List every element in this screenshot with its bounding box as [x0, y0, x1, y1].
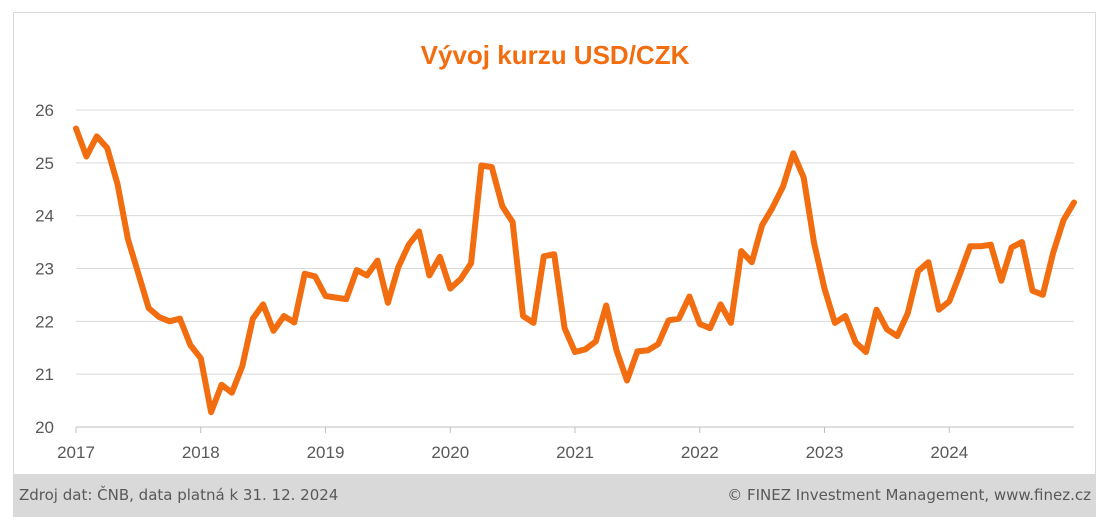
chart-title: Vývoj kurzu USD/CZK: [420, 40, 690, 70]
x-tick-label-2018: 2018: [182, 443, 220, 462]
x-axis: 2017 2018 2019 2020 2021 2022 2023 2024: [57, 427, 968, 462]
y-axis: 20 21 22 23 24 25 26: [35, 101, 54, 437]
y-tick-label-20: 20: [35, 418, 54, 437]
y-tick-label-21: 21: [35, 365, 54, 384]
y-tick-label-26: 26: [35, 101, 54, 120]
data-source-note: Zdroj dat: ČNB, data platná k 31. 12. 20…: [19, 486, 339, 504]
usd-czk-line: [73, 125, 1077, 416]
y-tick-label-25: 25: [35, 154, 54, 173]
copyright-note: © FINEZ Investment Management, www.finez…: [727, 486, 1091, 504]
footer-bar: Zdroj dat: ČNB, data platná k 31. 12. 20…: [14, 474, 1095, 516]
x-tick-label-2021: 2021: [556, 443, 594, 462]
x-tick-label-2020: 2020: [431, 443, 469, 462]
x-tick-label-2019: 2019: [307, 443, 345, 462]
y-tick-label-23: 23: [35, 260, 54, 279]
x-tick-label-2022: 2022: [681, 443, 719, 462]
x-tick-label-2017: 2017: [57, 443, 95, 462]
y-tick-label-24: 24: [35, 207, 54, 226]
y-tick-label-22: 22: [35, 312, 54, 331]
x-tick-label-2023: 2023: [806, 443, 844, 462]
x-tick-label-2024: 2024: [930, 443, 968, 462]
